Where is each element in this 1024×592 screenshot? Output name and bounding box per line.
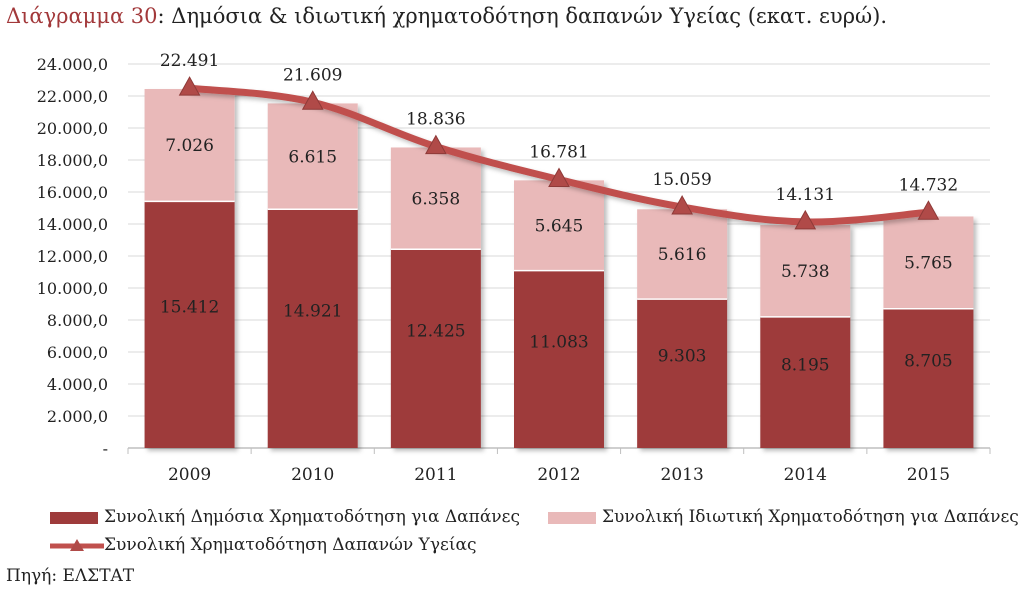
total-marker [794,209,817,230]
total-marker [301,90,324,110]
data-label-private: 5.738 [781,262,830,282]
x-tick-label: 2009 [168,465,211,485]
data-label-total: 15.059 [652,170,711,190]
bar-private [267,103,358,210]
data-label-public: 8.705 [904,351,953,371]
y-tick-label: 22.000,0 [37,87,108,106]
bar-public [760,316,851,448]
bar-private [637,209,728,300]
y-tick-label: 20.000,0 [37,119,108,138]
x-tick-label: 2012 [537,465,580,485]
bar-public [390,249,481,448]
bar-private [514,180,604,271]
legend-item-public: Συνολική Δημόσια Χρηματοδότηση για Δαπάν… [50,507,520,527]
data-label-public: 8.195 [781,355,830,375]
chart-title-prefix: Διάγραμμα 30 [6,4,158,28]
data-label-public: 14.921 [283,302,342,322]
data-label-public: 12.425 [406,322,465,342]
total-marker [671,195,693,215]
y-tick-label: - [103,439,108,458]
y-tick-label: 16.000,0 [37,183,108,202]
chart-title: Διάγραμμα 30: Δημόσια & ιδιωτική χρηματο… [6,4,887,28]
y-tick-label: 2.000,0 [47,407,108,426]
source-note: Πηγή: ΕΛΣΤΑΤ [6,566,135,586]
data-label-total: 14.131 [776,185,835,205]
y-tick-label: 14.000,0 [37,215,108,234]
data-label-private: 7.026 [165,136,214,156]
total-marker [548,167,570,188]
total-marker [178,76,201,96]
legend-swatch-private [548,511,596,524]
bar-private [144,88,235,202]
legend-label-total: Συνολική Χρηματοδότηση Δαπανών Υγείας [104,535,477,555]
y-tick-label: 18.000,0 [37,151,108,170]
y-tick-label: 12.000,0 [37,247,108,266]
data-label-total: 16.781 [529,143,588,163]
y-tick-label: 6.000,0 [47,343,108,362]
x-tick-label: 2011 [414,465,457,485]
data-label-total: 21.609 [283,65,342,85]
data-label-total: 22.491 [160,51,219,71]
legend-label-public: Συνολική Δημόσια Χρηματοδότηση για Δαπάν… [104,507,520,527]
y-tick-label: 4.000,0 [47,375,108,394]
y-tick-label: 24.000,0 [37,55,108,74]
chart-title-text: : Δημόσια & ιδιωτική χρηματοδότηση δαπαν… [157,4,888,28]
x-tick-label: 2013 [661,465,704,485]
bar-private [883,216,974,309]
bar-private [390,147,481,250]
legend-swatch-public [50,511,98,524]
bar-public [514,270,604,448]
legend-swatch-total [50,538,104,551]
total-marker [917,200,940,220]
total-marker [425,134,447,155]
x-tick-label: 2015 [907,465,950,485]
data-label-public: 11.083 [529,332,588,352]
bar-public [144,201,235,448]
y-tick-label: 10.000,0 [37,279,108,298]
legend-label-private: Συνολική Ιδιωτική Χρηματοδότηση για Δαπά… [602,507,1019,527]
legend-item-private: Συνολική Ιδιωτική Χρηματοδότηση για Δαπά… [548,507,1019,527]
bar-public [883,308,974,448]
bar-private [760,225,851,317]
legend-item-total: Συνολική Χρηματοδότηση Δαπανών Υγείας [50,535,476,555]
bar-public [267,209,358,448]
y-tick-label: 8.000,0 [47,311,108,330]
bar-public [637,299,728,448]
chart: - 2.000,0 4.000,0 6.000,0 8.000,0 10.000,0 12.… [37,51,991,485]
data-label-private: 6.358 [412,189,461,209]
data-label-public: 15.412 [160,298,219,318]
data-label-private: 5.765 [904,254,953,274]
data-label-private: 5.645 [535,217,584,237]
data-label-private: 5.616 [658,245,707,265]
x-tick-label: 2010 [291,465,334,485]
data-label-total: 14.732 [899,175,958,195]
x-tick-label: 2014 [784,465,827,485]
data-label-total: 18.836 [406,110,465,130]
data-label-public: 9.303 [658,347,707,367]
data-label-private: 6.615 [288,147,337,167]
